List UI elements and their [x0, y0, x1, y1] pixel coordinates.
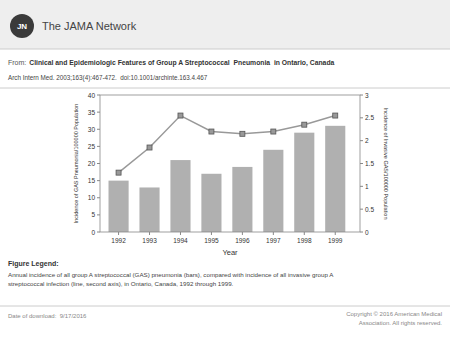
- line: [119, 116, 336, 173]
- y2-tick-label: 1: [365, 183, 369, 190]
- marker: [333, 113, 338, 118]
- y-tick-label: 30: [88, 126, 96, 133]
- marker: [271, 129, 276, 134]
- bar: [294, 133, 314, 232]
- y2-tick-label: 0: [365, 229, 369, 236]
- y-tick: [97, 214, 100, 215]
- y-tick: [97, 180, 100, 181]
- y2-tick: [360, 186, 363, 187]
- y2-tick: [360, 95, 363, 96]
- y-tick-label: 0: [91, 229, 95, 236]
- subtitle: Arch Intern Med. 2003;163(4):467-472. do…: [8, 74, 208, 82]
- bar: [263, 150, 283, 232]
- marker: [178, 113, 183, 118]
- y-tick-label: 5: [91, 211, 95, 218]
- bar: [201, 174, 221, 232]
- x-tick: [211, 232, 212, 235]
- figure-legend-label: Figure Legend:: [8, 260, 59, 268]
- x-tick-label: 1993: [142, 237, 157, 244]
- marker: [240, 131, 245, 136]
- y2-tick: [360, 117, 363, 118]
- x-tick-label: 1994: [173, 237, 188, 244]
- header-band: [0, 0, 450, 49]
- y2-tick: [360, 140, 363, 141]
- y-tick-label: 25: [88, 143, 96, 150]
- x-tick: [335, 232, 336, 235]
- figure-legend-text: streptococcal infection (line, second ax…: [8, 280, 234, 287]
- title-prefix: From:: [8, 59, 26, 66]
- bar: [325, 126, 345, 232]
- x-tick: [273, 232, 274, 235]
- title: Clinical and Epidemiologic Features of G…: [29, 59, 334, 67]
- chart: JN The JAMA Network From:Clinical and Epid…: [0, 0, 450, 338]
- divider: [0, 88, 450, 89]
- y-tick-label: 10: [88, 194, 96, 201]
- y-tick: [97, 163, 100, 164]
- bar: [170, 160, 190, 232]
- y2-tick-label: 2.5: [365, 114, 374, 121]
- y-tick: [97, 197, 100, 198]
- figure-legend-text: Annual incidence of all group A streptoc…: [8, 271, 334, 278]
- bar: [232, 167, 252, 232]
- x-tick: [149, 232, 150, 235]
- x-tick-label: 1995: [204, 237, 219, 244]
- footer-text: Copyright © 2016 American Medical: [346, 311, 442, 317]
- x-label: Year: [222, 248, 238, 257]
- plot-marks: [109, 113, 346, 232]
- plot-frame: [100, 95, 360, 232]
- bar: [109, 181, 129, 232]
- y-tick-label: 35: [88, 109, 96, 116]
- footer-text: Date of download: 9/17/2016: [8, 313, 87, 319]
- y2-tick: [360, 232, 363, 233]
- y-tick-label: 15: [88, 177, 96, 184]
- y2-tick-label: 1.5: [365, 160, 374, 167]
- marker: [302, 122, 307, 127]
- y-tick: [97, 112, 100, 113]
- y-tick: [97, 232, 100, 233]
- x-tick-label: 1999: [328, 237, 343, 244]
- x-tick: [180, 232, 181, 235]
- y-tick: [97, 95, 100, 96]
- x-tick: [242, 232, 243, 235]
- divider: [0, 49, 450, 50]
- y2-label: Incidence of Invasive GAS/100000 Populat…: [383, 108, 389, 220]
- y-label: Incidence of GAS Pneumonia/100000 Popula…: [73, 104, 79, 224]
- y-tick-label: 20: [88, 160, 96, 167]
- divider: [0, 306, 450, 307]
- x-tick-label: 1992: [111, 237, 126, 244]
- footer-text: Association. All rights reserved.: [359, 320, 443, 326]
- x-tick-label: 1998: [297, 237, 312, 244]
- y2-tick-label: 3: [365, 92, 369, 99]
- bar: [139, 187, 159, 232]
- y-tick-label: 40: [88, 92, 96, 99]
- y2-tick: [360, 209, 363, 210]
- y-tick: [97, 146, 100, 147]
- x-tick: [118, 232, 119, 235]
- marker: [209, 129, 214, 134]
- y2-tick: [360, 163, 363, 164]
- marker: [116, 170, 121, 175]
- y2-tick-label: 2: [365, 137, 369, 144]
- y-tick: [97, 129, 100, 130]
- x-tick-label: 1997: [266, 237, 281, 244]
- page: {"chart_data": { "type": "bar", "title":…: [0, 0, 450, 338]
- x-tick-label: 1996: [235, 237, 250, 244]
- brand: The JAMA Network: [42, 20, 137, 32]
- x-tick: [304, 232, 305, 235]
- marker: [147, 145, 152, 150]
- logo-circle: [10, 14, 34, 38]
- logo-text: JN: [17, 22, 27, 31]
- y2-tick-label: 0.5: [365, 206, 374, 213]
